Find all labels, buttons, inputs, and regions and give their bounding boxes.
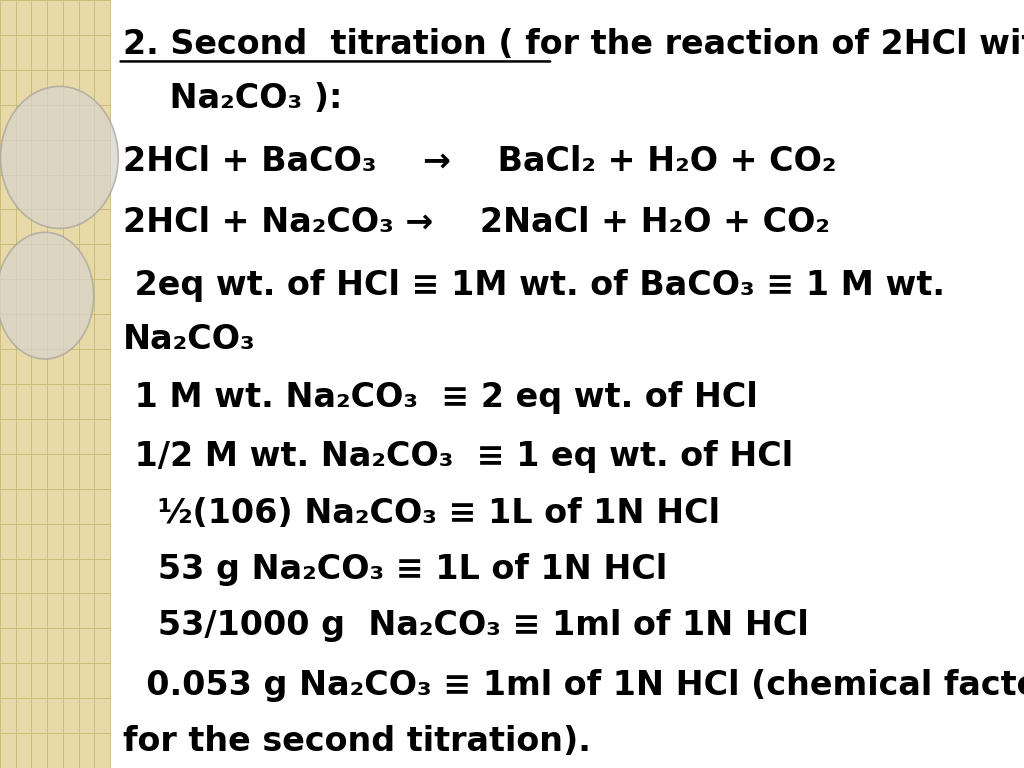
Text: Na₂CO₃: Na₂CO₃: [123, 323, 256, 356]
Text: 2. Second  titration ( for the reaction of 2HCl with: 2. Second titration ( for the reaction o…: [123, 28, 1024, 61]
Text: 0.053 g Na₂CO₃ ≡ 1ml of 1N HCl (chemical factor: 0.053 g Na₂CO₃ ≡ 1ml of 1N HCl (chemical…: [123, 669, 1024, 701]
Text: for the second titration).: for the second titration).: [123, 725, 591, 757]
Text: 1 M wt. Na₂CO₃  ≡ 2 eq wt. of HCl: 1 M wt. Na₂CO₃ ≡ 2 eq wt. of HCl: [123, 382, 758, 414]
Text: 53 g Na₂CO₃ ≡ 1L of 1N HCl: 53 g Na₂CO₃ ≡ 1L of 1N HCl: [123, 554, 667, 586]
Text: 2eq wt. of HCl ≡ 1M wt. of BaCO₃ ≡ 1 M wt.: 2eq wt. of HCl ≡ 1M wt. of BaCO₃ ≡ 1 M w…: [123, 270, 945, 302]
Ellipse shape: [0, 233, 94, 359]
Text: 53/1000 g  Na₂CO₃ ≡ 1ml of 1N HCl: 53/1000 g Na₂CO₃ ≡ 1ml of 1N HCl: [123, 610, 809, 642]
Text: 2HCl + Na₂CO₃ →    2NaCl + H₂O + CO₂: 2HCl + Na₂CO₃ → 2NaCl + H₂O + CO₂: [123, 207, 829, 239]
Text: Na₂CO₃ ):: Na₂CO₃ ):: [123, 82, 342, 114]
Text: 1/2 M wt. Na₂CO₃  ≡ 1 eq wt. of HCl: 1/2 M wt. Na₂CO₃ ≡ 1 eq wt. of HCl: [123, 441, 793, 473]
Text: ½(106) Na₂CO₃ ≡ 1L of 1N HCl: ½(106) Na₂CO₃ ≡ 1L of 1N HCl: [123, 497, 720, 529]
Text: 2HCl + BaCO₃    →    BaCl₂ + H₂O + CO₂: 2HCl + BaCO₃ → BaCl₂ + H₂O + CO₂: [123, 145, 837, 177]
Bar: [0, 0, 110, 768]
Ellipse shape: [1, 87, 119, 228]
